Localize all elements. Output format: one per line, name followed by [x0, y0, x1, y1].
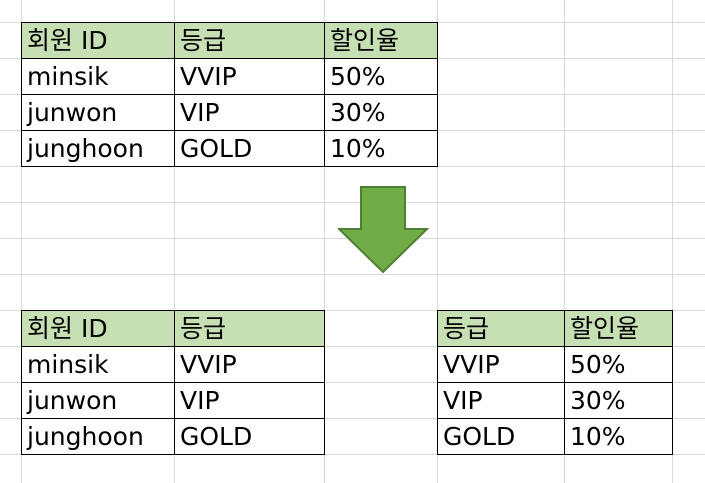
- gridline: [564, 0, 565, 483]
- table-cell[interactable]: GOLD: [174, 130, 325, 167]
- header-cell-grade[interactable]: 등급: [437, 310, 565, 347]
- table-cell[interactable]: 10%: [564, 418, 673, 455]
- header-cell-discount-rate[interactable]: 할인율: [564, 310, 673, 347]
- table-cell[interactable]: VIP: [437, 382, 565, 419]
- table-cell[interactable]: VIP: [174, 382, 325, 419]
- table-cell[interactable]: VVIP: [437, 346, 565, 383]
- gridline: [672, 0, 673, 483]
- gridline: [0, 346, 705, 347]
- gridline: [0, 418, 705, 419]
- table-header-row: 회원 ID 등급: [21, 310, 325, 347]
- table-cell[interactable]: junghoon: [21, 418, 175, 455]
- table-cell[interactable]: minsik: [21, 58, 175, 95]
- source-table: 회원 ID 등급 할인율 minsik VVIP 50% junwon VIP …: [21, 22, 438, 167]
- table-cell[interactable]: VVIP: [174, 346, 325, 383]
- table-cell[interactable]: junwon: [21, 94, 175, 131]
- table-cell[interactable]: 50%: [564, 346, 673, 383]
- gridline: [437, 0, 438, 483]
- table-row: junwon VIP 30%: [21, 94, 438, 131]
- grade-table: 등급 할인율 VVIP 50% VIP 30% GOLD 10%: [437, 310, 673, 455]
- header-cell-member-id[interactable]: 회원 ID: [21, 310, 175, 347]
- table-row: GOLD 10%: [437, 418, 673, 455]
- table-cell[interactable]: junghoon: [21, 130, 175, 167]
- table-cell[interactable]: 10%: [324, 130, 438, 167]
- table-cell[interactable]: GOLD: [437, 418, 565, 455]
- gridline: [0, 382, 705, 383]
- down-arrow-icon[interactable]: [338, 186, 430, 274]
- table-header-row: 회원 ID 등급 할인율: [21, 22, 438, 59]
- member-table: 회원 ID 등급 minsik VVIP junwon VIP junghoon…: [21, 310, 325, 455]
- header-cell-grade[interactable]: 등급: [174, 310, 325, 347]
- table-row: junghoon GOLD: [21, 418, 325, 455]
- table-row: minsik VVIP: [21, 346, 325, 383]
- gridline: [0, 310, 705, 311]
- table-row: junghoon GOLD 10%: [21, 130, 438, 167]
- table-cell[interactable]: GOLD: [174, 418, 325, 455]
- gridline: [0, 202, 705, 203]
- table-row: minsik VVIP 50%: [21, 58, 438, 95]
- gridline: [21, 0, 22, 483]
- table-row: VVIP 50%: [437, 346, 673, 383]
- gridline: [174, 0, 175, 483]
- table-cell[interactable]: 30%: [324, 94, 438, 131]
- table-header-row: 등급 할인율: [437, 310, 673, 347]
- header-cell-grade[interactable]: 등급: [174, 22, 325, 59]
- header-cell-discount-rate[interactable]: 할인율: [324, 22, 438, 59]
- table-cell[interactable]: 50%: [324, 58, 438, 95]
- table-row: VIP 30%: [437, 382, 673, 419]
- header-cell-member-id[interactable]: 회원 ID: [21, 22, 175, 59]
- gridline: [0, 454, 705, 455]
- gridline: [324, 0, 325, 483]
- table-row: junwon VIP: [21, 382, 325, 419]
- table-cell[interactable]: VIP: [174, 94, 325, 131]
- table-cell[interactable]: minsik: [21, 346, 175, 383]
- gridline: [0, 274, 705, 275]
- table-cell[interactable]: junwon: [21, 382, 175, 419]
- table-cell[interactable]: 30%: [564, 382, 673, 419]
- table-cell[interactable]: VVIP: [174, 58, 325, 95]
